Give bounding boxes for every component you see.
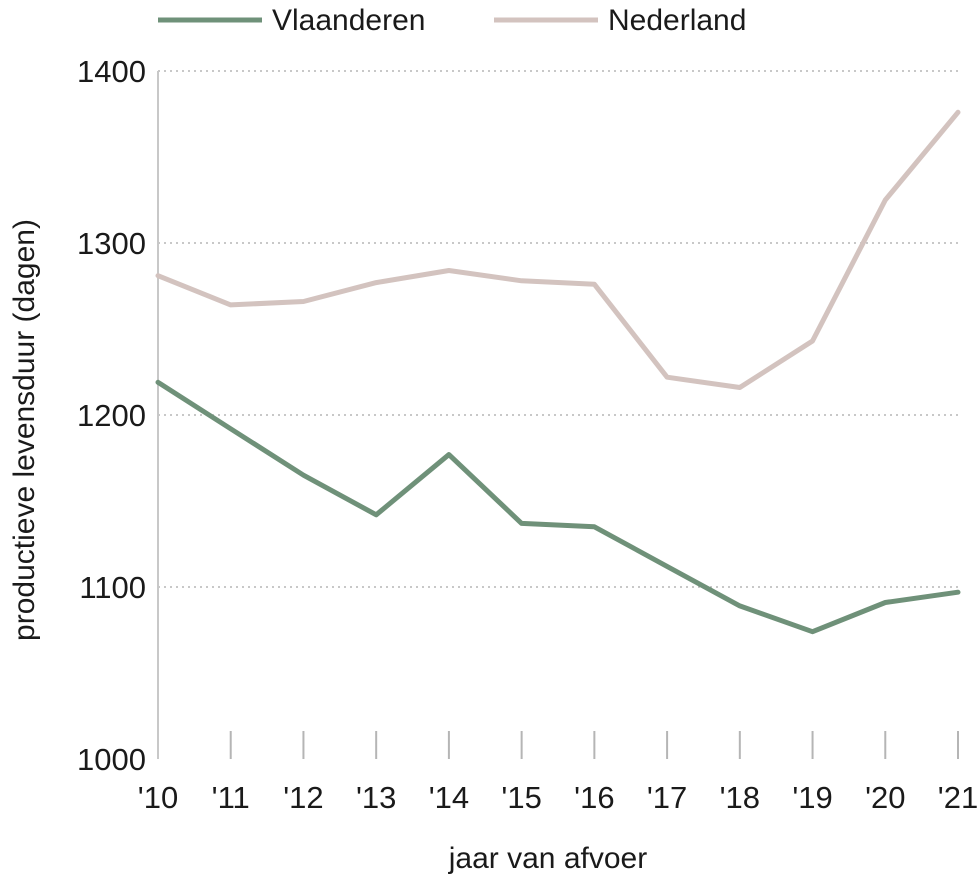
gridlines	[158, 70, 958, 588]
x-tick-label: '21	[938, 780, 978, 815]
y-tick-label: 1100	[79, 570, 146, 605]
x-axis-ticks	[229, 731, 959, 759]
x-tick-labels: '10 '11 '12 '13 '14 '15 '16 '17 '18 '19 '20 '21	[138, 780, 978, 815]
x-tick-label: '15	[501, 780, 541, 815]
legend-label-nederland: Nederland	[608, 4, 746, 37]
x-tick-label: '11	[212, 780, 250, 815]
legend-label-vlaanderen: Vlaanderen	[272, 4, 425, 37]
x-tick-label: '12	[283, 780, 323, 815]
y-tick-label: 1000	[77, 742, 146, 777]
x-tick-label: '16	[574, 780, 614, 815]
series-line-nederland	[155, 109, 961, 390]
x-axis-title: jaar van afvoer	[448, 842, 647, 875]
y-axis-title: productieve levensduur (dagen)	[8, 219, 41, 641]
series-lines	[155, 109, 961, 635]
x-tick-label: '13	[356, 780, 396, 815]
x-tick-label: '20	[865, 780, 905, 815]
legend: Vlaanderen Nederland	[158, 4, 746, 37]
y-tick-labels: 1000 1100 1200 1300 1400	[77, 54, 146, 777]
y-tick-label: 1200	[77, 398, 146, 433]
x-tick-label: '17	[647, 780, 687, 815]
x-tick-label: '14	[429, 780, 469, 815]
x-tick-label: '19	[792, 780, 832, 815]
x-tick-label: '18	[720, 780, 760, 815]
series-line-vlaanderen	[155, 379, 961, 635]
y-tick-label: 1300	[77, 226, 146, 261]
y-tick-label: 1400	[77, 54, 146, 89]
x-tick-label: '10	[138, 780, 178, 815]
